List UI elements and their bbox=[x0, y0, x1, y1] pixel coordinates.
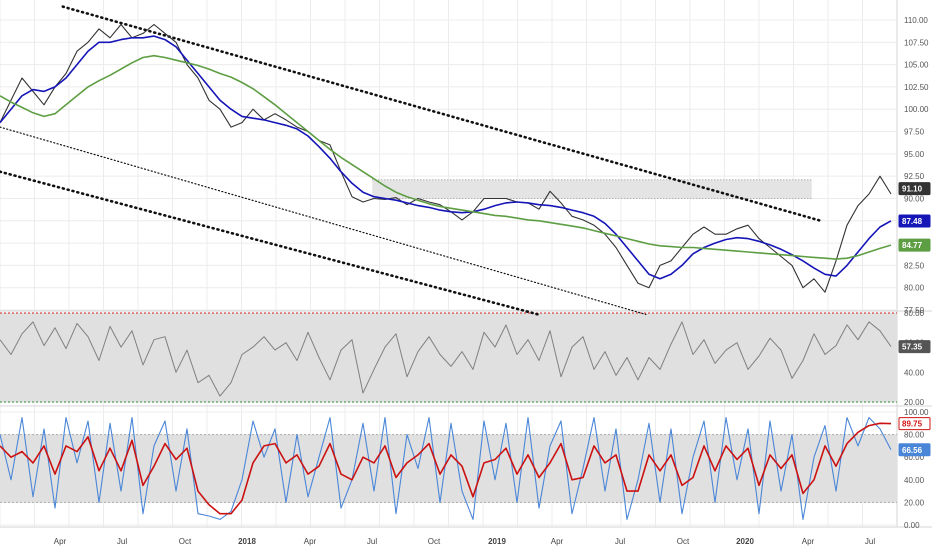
x-axis-label: Apr bbox=[802, 537, 815, 546]
0-y-tick: 100.00 bbox=[904, 105, 929, 114]
price-badge-label: 91.10 bbox=[902, 185, 923, 194]
2-y-tick: 100.00 bbox=[904, 408, 929, 417]
2-y-tick: 0.00 bbox=[904, 521, 920, 530]
stoch-badge: 66.56 bbox=[898, 443, 931, 457]
series bbox=[0, 23, 892, 520]
price-badge-bg bbox=[898, 182, 931, 196]
1-y-tick: 80.00 bbox=[904, 309, 925, 318]
price-badge-bg bbox=[898, 238, 931, 252]
0-y-tick: 90.00 bbox=[904, 194, 925, 203]
x-axis-label: Apr bbox=[551, 537, 564, 546]
series-stoch_d bbox=[0, 422, 892, 515]
rsi-band bbox=[0, 313, 897, 402]
price-badge-label: 87.48 bbox=[902, 217, 923, 226]
x-axis-label: Oct bbox=[428, 537, 441, 546]
x-axis-label: 2020 bbox=[736, 537, 754, 546]
0-y-tick: 77.50 bbox=[904, 306, 925, 315]
x-axis-label: Jul bbox=[865, 537, 875, 546]
2-y-tick: 80.00 bbox=[904, 431, 925, 440]
stoch-badge-label: 89.75 bbox=[902, 420, 923, 429]
rsi-badge-label: 57.35 bbox=[902, 343, 923, 352]
x-axis-label: Oct bbox=[179, 537, 192, 546]
0-y-tick: 80.00 bbox=[904, 284, 925, 293]
resistance-zone bbox=[372, 179, 812, 199]
0-y-tick: 110.00 bbox=[904, 16, 928, 25]
zones bbox=[0, 179, 897, 503]
2-y-tick: 20.00 bbox=[904, 498, 925, 507]
x-axis-label: Jul bbox=[367, 537, 377, 546]
price-badge: 87.48 bbox=[898, 214, 931, 228]
rsi-badge: 57.35 bbox=[898, 340, 931, 354]
stoch-badge-bg bbox=[898, 443, 931, 457]
x-axis-label: 2019 bbox=[488, 537, 506, 546]
x-axis-label: Jul bbox=[615, 537, 625, 546]
x-axis-label: Jul bbox=[117, 537, 127, 546]
x-axis-label: Apr bbox=[54, 537, 67, 546]
price-badge: 91.10 bbox=[898, 182, 931, 196]
0-y-tick: 107.50 bbox=[904, 38, 929, 47]
trendline-heavy bbox=[61, 5, 823, 223]
2-y-tick: 40.00 bbox=[904, 476, 925, 485]
price-badge-bg bbox=[898, 214, 931, 228]
0-y-tick: 105.00 bbox=[904, 61, 929, 70]
rsi-badge-bg bbox=[898, 340, 931, 354]
axes: 110.00 107.50 105.00 102.50 100.00 97.50 95.00… bbox=[54, 16, 929, 546]
x-axis-label: Apr bbox=[304, 537, 317, 546]
series-rsi bbox=[0, 321, 892, 397]
x-axis-label: Oct bbox=[677, 537, 690, 546]
0-y-tick: 95.00 bbox=[904, 150, 925, 159]
badges: 91.10 87.48 84.77 57.35 89.75 66.56 bbox=[898, 182, 931, 457]
trendlines bbox=[0, 5, 823, 316]
0-y-tick: 97.50 bbox=[904, 128, 925, 137]
trendline-light bbox=[0, 126, 647, 316]
price-badge-label: 84.77 bbox=[902, 241, 923, 250]
0-y-tick: 102.50 bbox=[904, 83, 929, 92]
1-y-tick: 20.00 bbox=[904, 398, 925, 407]
series-ma_short bbox=[0, 35, 892, 280]
stoch-badge: 89.75 bbox=[898, 417, 931, 431]
price-badge: 84.77 bbox=[898, 238, 931, 252]
0-y-tick: 92.50 bbox=[904, 172, 925, 181]
x-axis-label: 2018 bbox=[238, 537, 256, 546]
0-y-tick: 82.50 bbox=[904, 261, 925, 270]
stoch-band bbox=[0, 434, 897, 503]
series-ma_long bbox=[0, 54, 892, 260]
stoch-badge-label: 66.56 bbox=[902, 446, 923, 455]
1-y-tick: 40.00 bbox=[904, 368, 925, 377]
2-y-tick: 60.00 bbox=[904, 453, 925, 462]
trendline-heavy bbox=[0, 170, 540, 316]
stoch-badge-bg bbox=[898, 417, 931, 431]
series-price bbox=[0, 23, 892, 293]
